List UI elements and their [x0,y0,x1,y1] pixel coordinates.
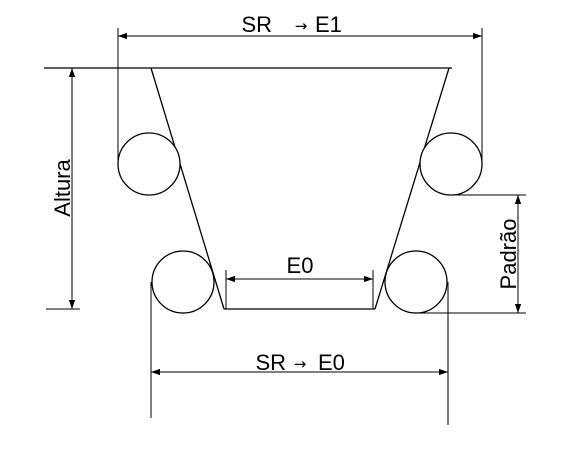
right-dimension-label: Padrão [496,219,521,290]
bottom-dimension-label-suffix: E0 [318,350,345,375]
top-dimension-label-prefix: SR [241,12,272,37]
top-dimension-arrow-glyph: → [295,17,308,35]
upper-left-roller [117,132,181,196]
inner-dimension-label: E0 [287,253,314,278]
upper-right-roller [419,132,483,196]
lower-left-roller [151,250,215,314]
left-dimension-label: Altura [50,159,75,217]
lower-right-roller [384,250,448,314]
top-dimension-label-suffix: E1 [315,12,342,37]
left-slope-line [150,67,225,310]
bottom-dimension-arrow-glyph: → [294,355,307,373]
bottom-dimension-label-prefix: SR [255,350,286,375]
